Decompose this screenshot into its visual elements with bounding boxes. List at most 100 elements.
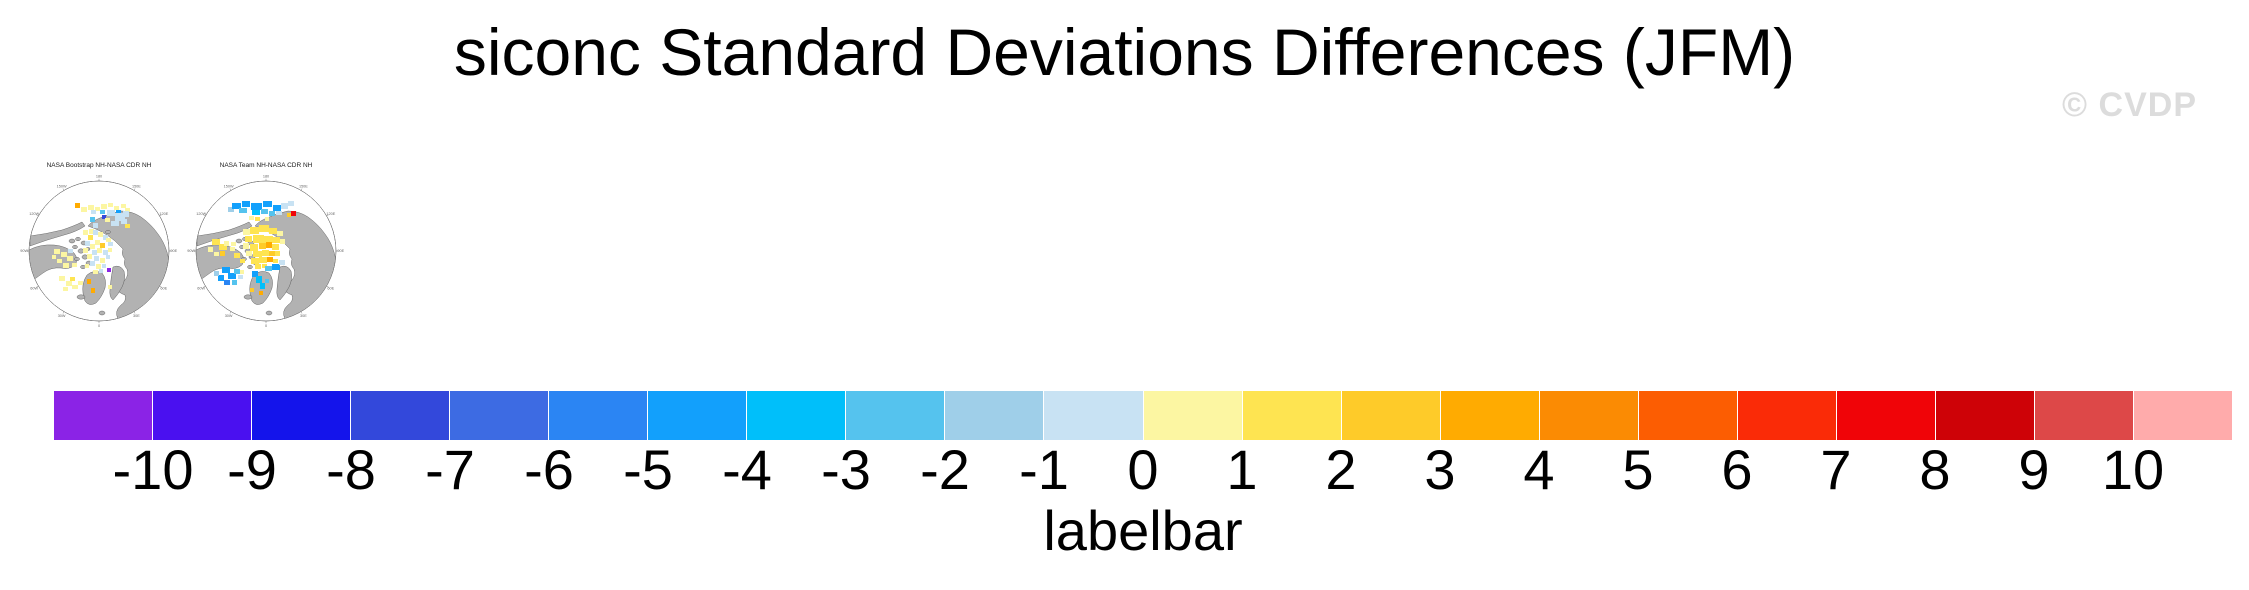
difference-cell <box>72 263 77 267</box>
map-panel: NASA Bootstrap NH-NASA CDR NH <box>20 160 178 330</box>
difference-cell <box>276 211 282 215</box>
polar-map: 180 150E 120E 90E 60E 30E 0 30W 60W 90W 120W 150W <box>187 174 344 328</box>
difference-cell <box>243 229 250 235</box>
labelbar-cell <box>549 391 648 440</box>
page-title: siconc Standard Deviations Differences (… <box>453 15 1796 89</box>
labelbar-tick: 7 <box>1820 438 1852 501</box>
difference-cell <box>101 204 107 209</box>
difference-cell <box>262 264 267 268</box>
longitude-label: 120E <box>326 212 335 216</box>
longitude-tick <box>159 285 162 288</box>
labelbar-cell <box>1638 391 1737 440</box>
longitude-label: 90E <box>170 249 177 253</box>
difference-cell <box>107 268 111 272</box>
labelbar-cell <box>1341 391 1440 440</box>
labelbar-tick: 10 <box>2101 438 2165 501</box>
difference-cell <box>114 206 119 210</box>
difference-cell <box>88 205 94 210</box>
labelbar-cell <box>252 391 351 440</box>
difference-cell <box>224 280 230 285</box>
difference-cell <box>103 235 108 240</box>
difference-cell <box>85 264 89 268</box>
difference-cell <box>222 267 230 273</box>
longitude-tick <box>36 285 39 288</box>
difference-cell <box>261 209 268 214</box>
longitude-label: 150E <box>132 184 141 188</box>
land-britain <box>265 310 273 316</box>
difference-cell <box>224 241 229 246</box>
longitude-label: 180 <box>96 174 102 178</box>
difference-cell <box>279 260 285 265</box>
difference-cell <box>63 263 69 268</box>
difference-cell <box>99 269 103 273</box>
difference-cell <box>102 215 106 219</box>
difference-cell <box>256 276 262 283</box>
land-iceland <box>76 294 86 300</box>
difference-cell <box>234 253 240 258</box>
longitude-label: 30W <box>225 314 233 318</box>
difference-cell <box>220 251 225 256</box>
labelbar-ticks: -10 -9 -8 -7 -6 -5 -4 -3 -2 -1 0 1 2 3 4 5 6 7 8 9 10 <box>54 440 2232 498</box>
land-eurasia <box>87 210 169 320</box>
labelbar-tick: 9 <box>2018 438 2050 501</box>
longitude-label: 120W <box>196 212 206 216</box>
map-title: NASA Team NH-NASA CDR NH <box>219 162 313 169</box>
longitude-tick <box>326 214 329 217</box>
difference-cell <box>273 205 281 211</box>
difference-cell <box>253 251 262 257</box>
labelbar-tick: 1 <box>1226 438 1258 501</box>
longitude-tick <box>229 311 232 314</box>
longitude-tick <box>36 214 39 217</box>
labelbar-cell <box>945 391 1044 440</box>
longitude-label: 30W <box>58 314 66 318</box>
land-scandinavia <box>276 265 292 301</box>
difference-cell <box>106 238 111 242</box>
difference-cell <box>277 231 283 236</box>
longitude-label: 180 <box>263 174 269 178</box>
difference-cell <box>287 213 291 217</box>
longitude-tick <box>133 188 136 191</box>
difference-cell <box>264 236 273 243</box>
longitude-label: 120W <box>29 212 39 216</box>
difference-cell <box>267 257 273 262</box>
longitude-label: 60E <box>160 287 167 291</box>
labelbar-cell <box>1044 391 1143 440</box>
difference-cell <box>94 256 99 261</box>
difference-cell <box>288 201 294 206</box>
difference-cell <box>218 275 224 281</box>
difference-cell <box>265 217 269 221</box>
longitude-label: 60W <box>197 287 205 291</box>
longitude-label: 150W <box>224 184 234 188</box>
labelbar-tick: 5 <box>1622 438 1654 501</box>
difference-cell <box>228 273 236 279</box>
longitude-label: 90E <box>337 249 344 253</box>
labelbar-cell <box>351 391 450 440</box>
difference-cell <box>234 269 240 274</box>
longitude-tick <box>300 188 303 191</box>
difference-cell <box>108 285 112 289</box>
labelbar-cell <box>747 391 846 440</box>
difference-cell <box>259 257 267 263</box>
labelbar-title: labelbar <box>1043 499 1243 562</box>
difference-cell <box>106 255 110 259</box>
difference-cell <box>83 230 88 235</box>
difference-cell <box>103 250 108 255</box>
difference-cell <box>232 280 237 285</box>
labelbar-cell <box>450 391 549 440</box>
difference-cell <box>255 217 260 221</box>
difference-cell <box>91 288 95 293</box>
land-iceland <box>243 294 253 300</box>
difference-cell <box>78 281 83 285</box>
difference-cell <box>214 271 219 276</box>
difference-cell <box>219 244 227 250</box>
longitude-tick <box>159 214 162 217</box>
difference-cell <box>251 203 262 210</box>
difference-cell <box>259 243 266 249</box>
difference-cell <box>87 279 91 284</box>
difference-cell <box>240 259 245 263</box>
difference-cell <box>266 242 272 248</box>
difference-cell <box>75 203 80 208</box>
difference-cell <box>102 264 106 268</box>
difference-cell <box>95 207 100 211</box>
difference-cell <box>116 210 121 214</box>
